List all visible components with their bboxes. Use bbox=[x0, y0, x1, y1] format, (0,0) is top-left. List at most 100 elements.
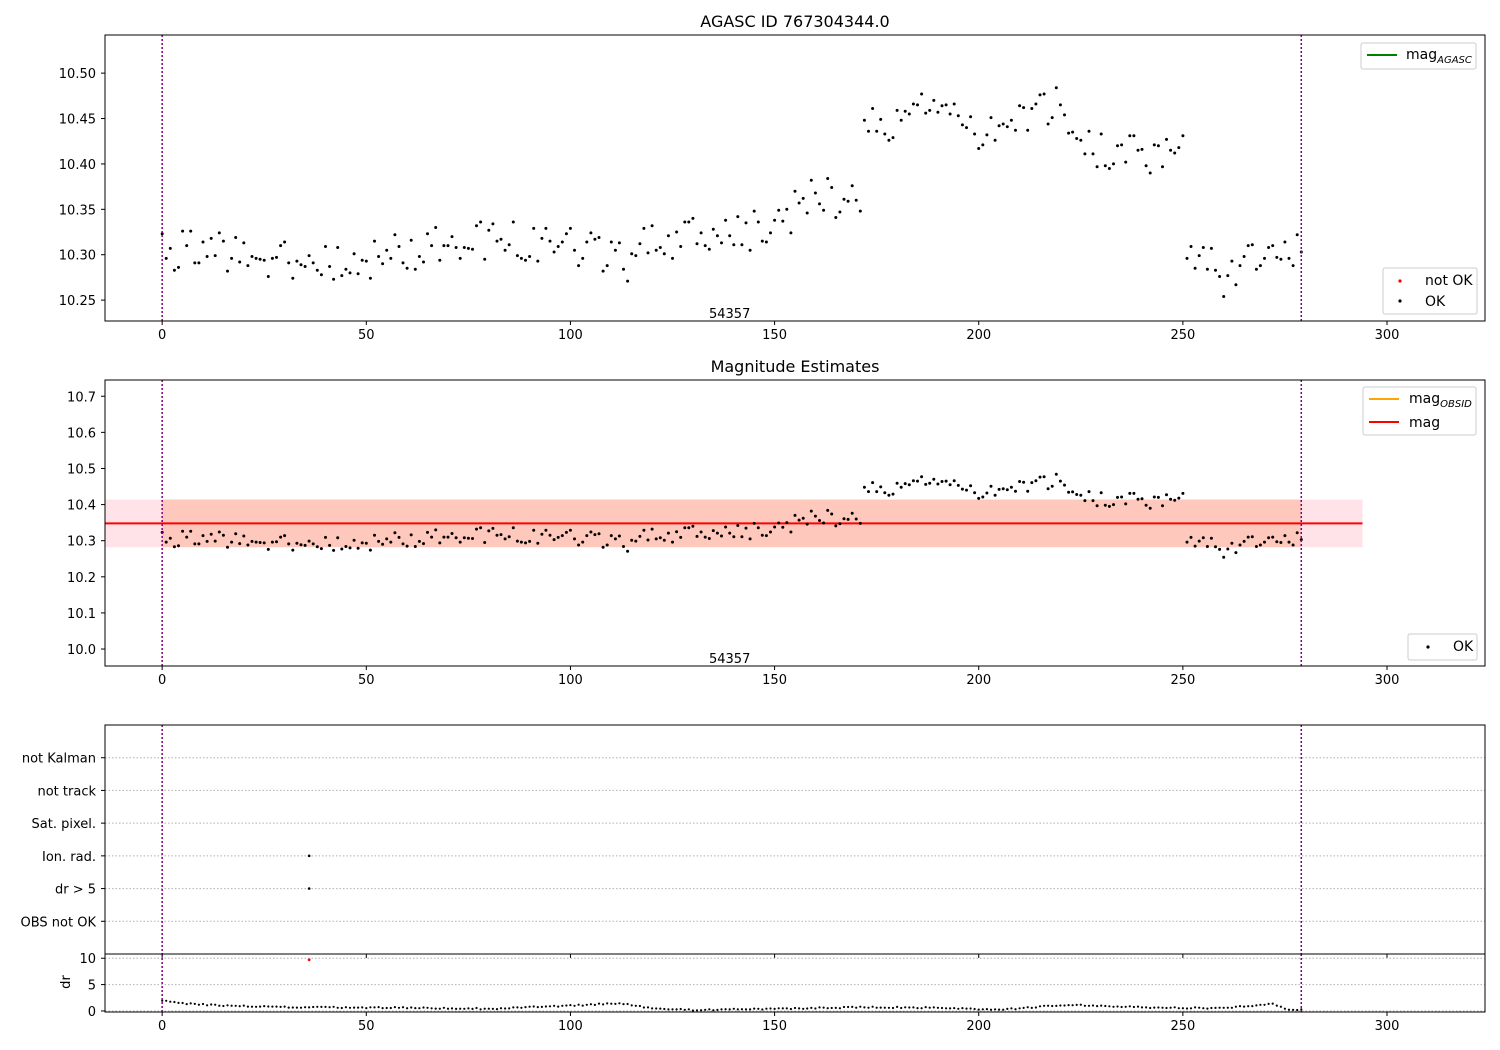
data-point bbox=[307, 254, 311, 258]
data-point bbox=[1189, 1007, 1193, 1010]
data-point bbox=[1275, 255, 1279, 259]
data-point bbox=[434, 226, 438, 229]
data-point bbox=[916, 1007, 919, 1010]
y-tick-label: 10.6 bbox=[67, 426, 96, 441]
data-point bbox=[279, 1005, 282, 1009]
data-point bbox=[671, 540, 674, 544]
y-tick-label: Ion. rad. bbox=[42, 850, 96, 865]
data-point bbox=[675, 230, 679, 234]
data-point bbox=[1291, 264, 1295, 268]
data-point bbox=[344, 267, 348, 271]
y-tick-label: 10.45 bbox=[59, 113, 96, 128]
y-tick-label: 10.7 bbox=[67, 390, 96, 405]
data-point bbox=[687, 220, 691, 224]
data-point bbox=[528, 255, 532, 258]
data-point bbox=[369, 1006, 372, 1009]
data-point bbox=[303, 265, 307, 268]
data-point bbox=[597, 236, 601, 239]
data-point bbox=[936, 110, 940, 114]
data-point bbox=[254, 256, 258, 260]
data-point bbox=[728, 1008, 731, 1011]
data-point bbox=[1209, 246, 1213, 250]
data-point bbox=[311, 261, 315, 265]
data-point bbox=[1149, 1006, 1152, 1010]
data-point bbox=[222, 1004, 225, 1008]
data-point bbox=[458, 540, 462, 544]
data-point bbox=[809, 178, 813, 182]
data-point bbox=[1214, 545, 1217, 549]
data-point bbox=[520, 1006, 523, 1009]
data-point bbox=[442, 1006, 445, 1009]
data-point bbox=[785, 1007, 788, 1010]
data-point bbox=[728, 531, 732, 535]
data-point bbox=[744, 221, 748, 225]
data-point bbox=[291, 276, 295, 280]
data-point bbox=[1103, 164, 1107, 168]
data-point bbox=[495, 239, 499, 243]
data-point bbox=[1214, 1006, 1217, 1010]
data-point bbox=[479, 526, 483, 530]
data-point bbox=[181, 229, 185, 233]
data-point bbox=[854, 517, 858, 521]
data-point bbox=[997, 124, 1001, 128]
data-point bbox=[883, 132, 887, 136]
data-point bbox=[891, 136, 895, 140]
data-point bbox=[1181, 1007, 1184, 1010]
data-point bbox=[1140, 1006, 1144, 1009]
data-point bbox=[516, 1006, 519, 1009]
data-point bbox=[230, 540, 234, 544]
data-point bbox=[450, 1007, 454, 1010]
data-point bbox=[1128, 491, 1132, 495]
data-point bbox=[238, 542, 242, 546]
data-point bbox=[981, 1008, 984, 1011]
data-point bbox=[532, 528, 536, 532]
data-point bbox=[221, 239, 225, 243]
data-point bbox=[450, 235, 454, 239]
x-tick-label: 0 bbox=[158, 328, 166, 343]
data-point bbox=[1177, 1007, 1180, 1010]
data-point bbox=[377, 1006, 380, 1009]
data-point bbox=[846, 199, 850, 203]
data-point bbox=[1267, 1002, 1270, 1006]
data-point bbox=[928, 1006, 931, 1009]
legend-not-ok-marker bbox=[1398, 279, 1402, 283]
data-point bbox=[161, 999, 164, 1002]
data-point bbox=[536, 259, 540, 263]
data-point bbox=[732, 243, 736, 247]
data-point bbox=[867, 490, 870, 494]
data-point bbox=[1050, 484, 1054, 488]
data-point bbox=[1005, 125, 1009, 129]
data-point bbox=[610, 1002, 613, 1005]
data-point bbox=[340, 547, 344, 551]
data-point bbox=[524, 258, 527, 262]
data-point bbox=[381, 1007, 384, 1010]
data-point bbox=[483, 257, 487, 261]
data-point bbox=[826, 177, 830, 180]
data-point bbox=[798, 1007, 801, 1010]
data-point bbox=[1250, 535, 1254, 539]
data-point bbox=[1022, 106, 1026, 110]
data-point bbox=[1075, 493, 1079, 496]
data-point bbox=[1096, 1005, 1099, 1008]
data-point bbox=[960, 123, 964, 127]
data-point bbox=[989, 1008, 993, 1011]
data-point bbox=[1197, 539, 1201, 543]
data-point bbox=[1145, 1006, 1148, 1009]
data-point bbox=[193, 261, 197, 265]
data-point bbox=[491, 1007, 494, 1010]
data-point bbox=[830, 186, 834, 189]
data-point bbox=[826, 508, 830, 512]
agasc-points-legend: not OK OK bbox=[1382, 267, 1478, 315]
flags-grid bbox=[105, 757, 1485, 922]
data-point bbox=[1124, 1005, 1127, 1008]
data-point bbox=[1161, 1006, 1164, 1009]
x-tick-label: 100 bbox=[558, 328, 583, 343]
data-point bbox=[936, 482, 940, 486]
data-point bbox=[952, 102, 956, 106]
data-point bbox=[1091, 499, 1095, 503]
data-point bbox=[736, 1008, 739, 1011]
data-point bbox=[793, 1006, 797, 1010]
data-point bbox=[756, 526, 760, 530]
legend-ok-label: OK bbox=[1425, 294, 1446, 310]
data-point bbox=[748, 537, 752, 541]
